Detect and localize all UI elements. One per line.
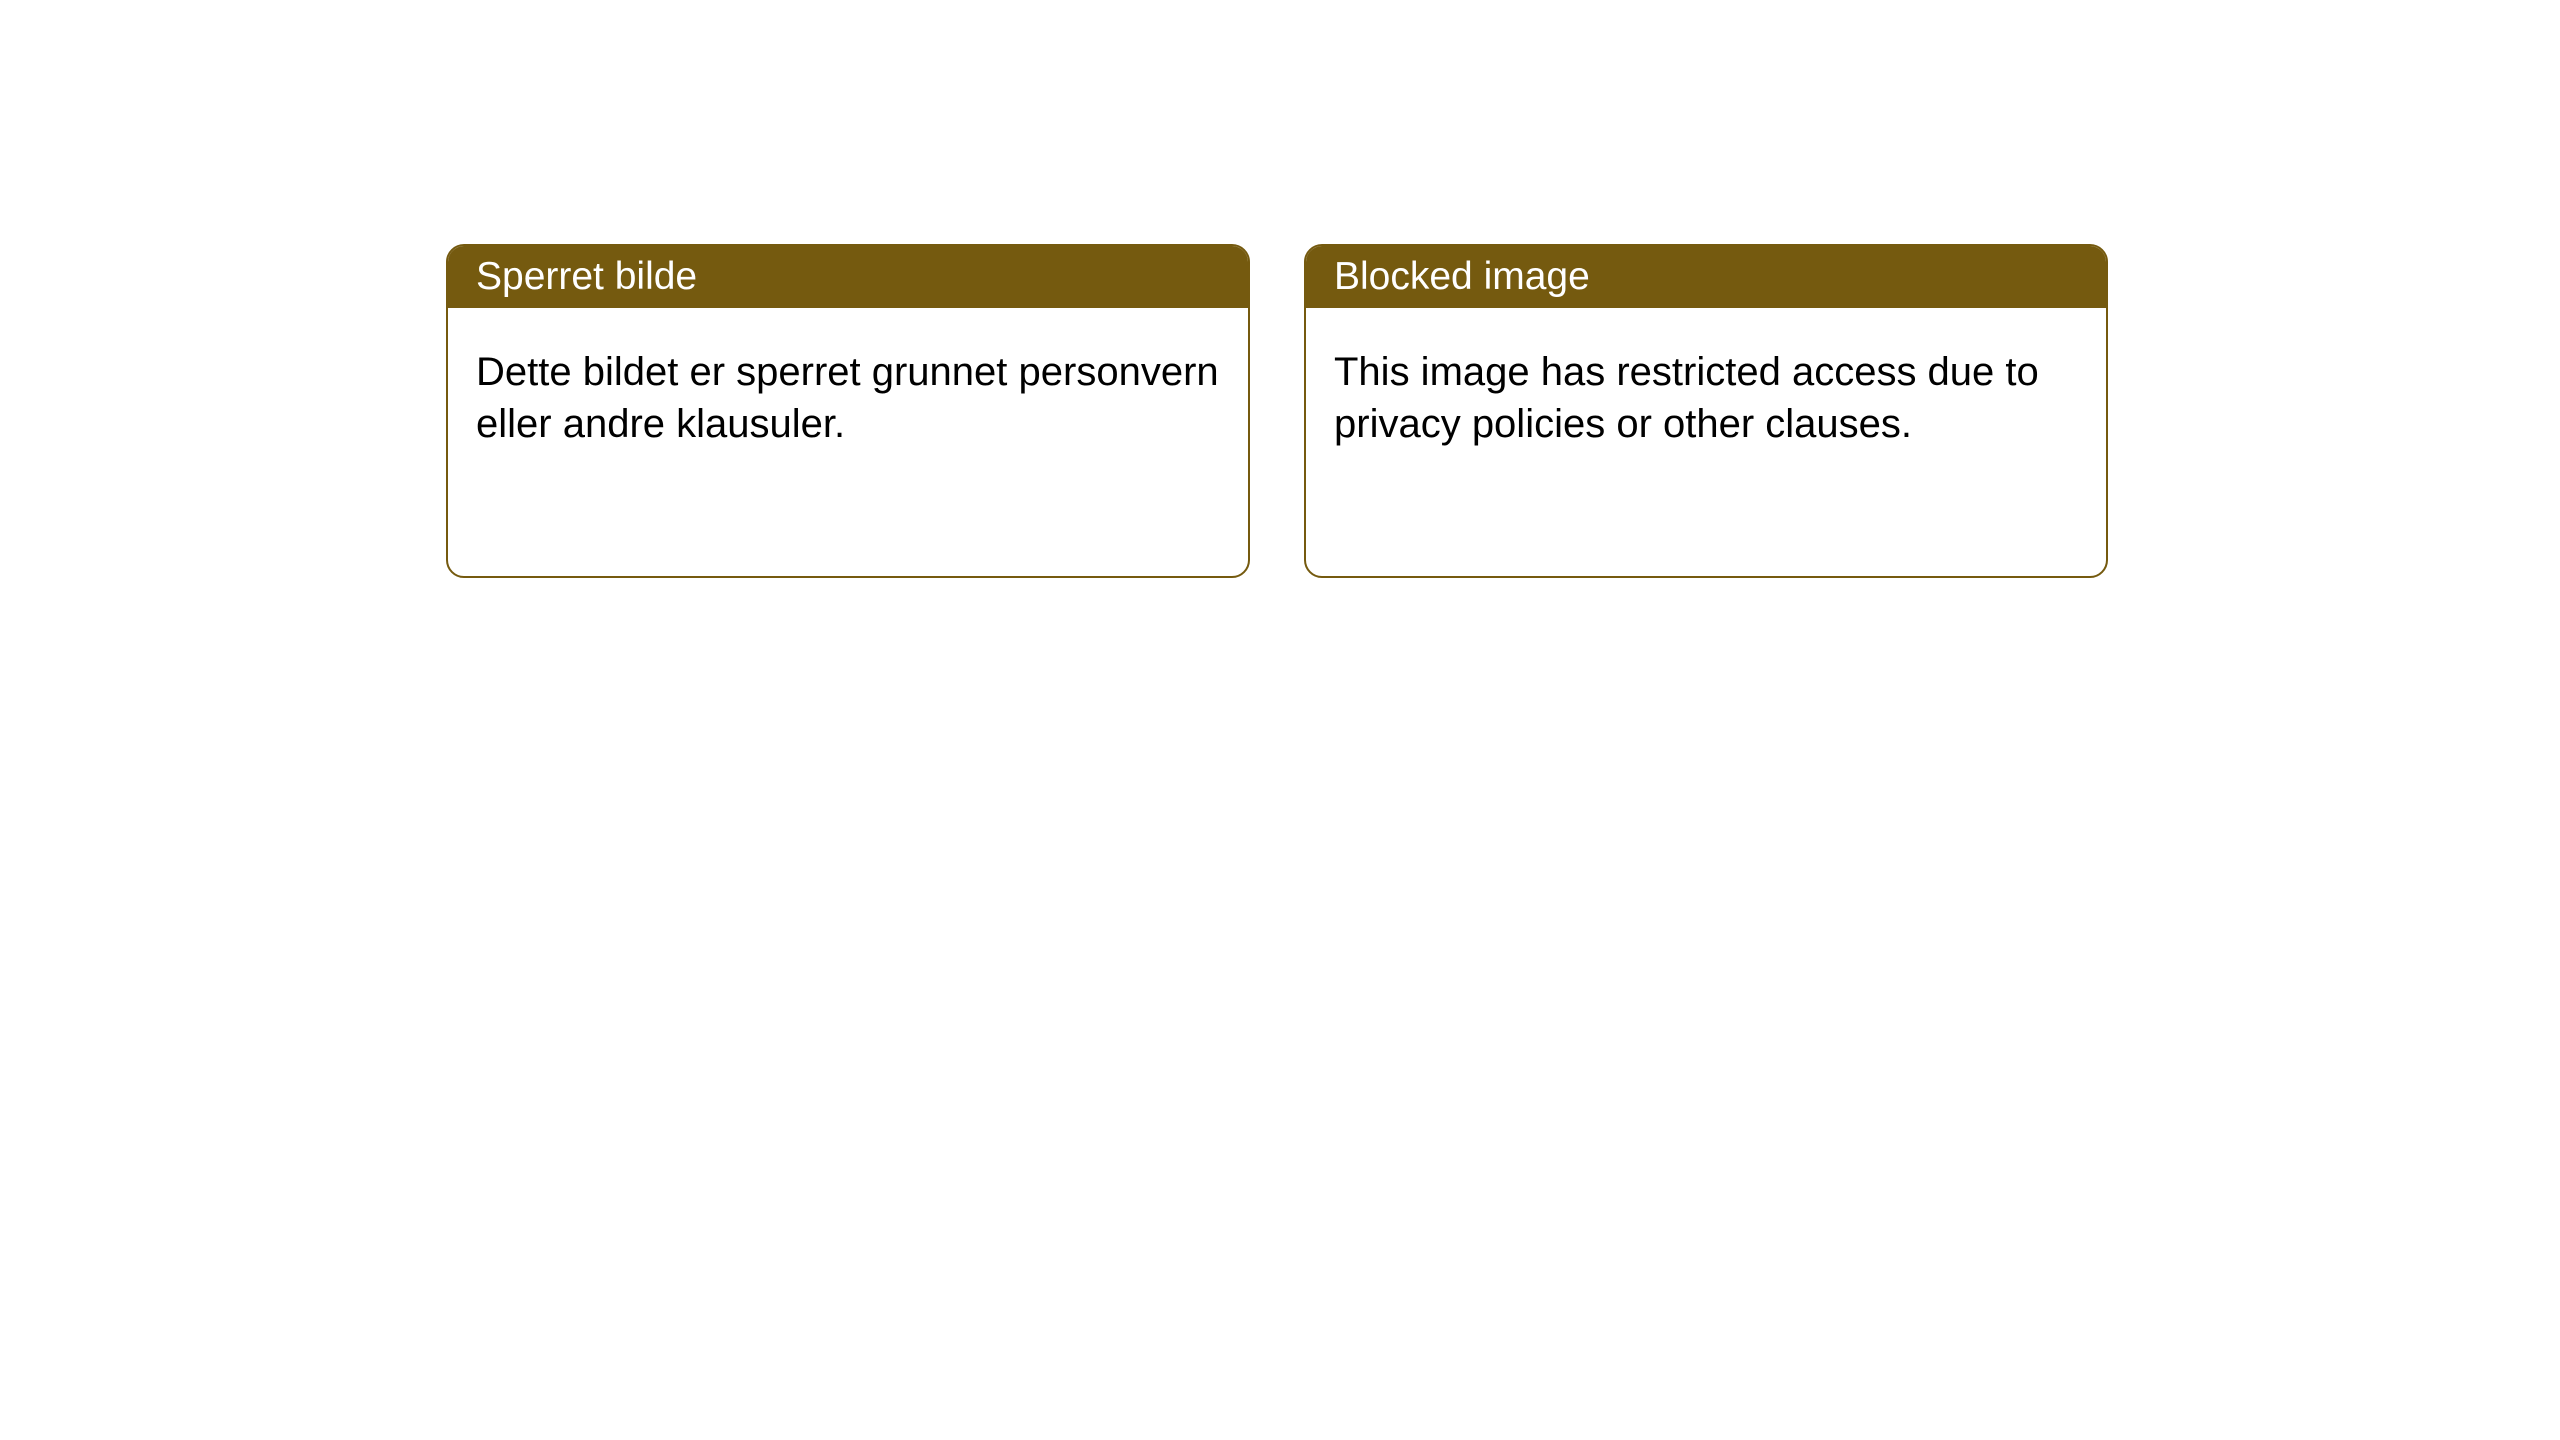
- card-header: Blocked image: [1306, 246, 2106, 308]
- card-header: Sperret bilde: [448, 246, 1248, 308]
- card-body-text: This image has restricted access due to …: [1334, 350, 2039, 446]
- notice-card-english: Blocked image This image has restricted …: [1304, 244, 2108, 578]
- card-title: Blocked image: [1334, 255, 1590, 299]
- notice-container: Sperret bilde Dette bildet er sperret gr…: [446, 244, 2108, 578]
- card-body-text: Dette bildet er sperret grunnet personve…: [476, 350, 1219, 446]
- card-body: Dette bildet er sperret grunnet personve…: [448, 308, 1248, 488]
- card-body: This image has restricted access due to …: [1306, 308, 2106, 488]
- card-title: Sperret bilde: [476, 255, 697, 299]
- notice-card-norwegian: Sperret bilde Dette bildet er sperret gr…: [446, 244, 1250, 578]
